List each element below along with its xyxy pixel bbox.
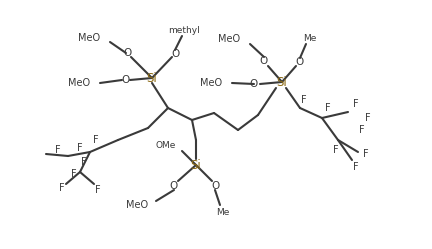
Text: F: F	[363, 149, 369, 159]
Text: F: F	[95, 185, 101, 195]
Text: F: F	[93, 135, 99, 145]
Text: Me: Me	[216, 207, 230, 216]
Text: F: F	[71, 169, 77, 179]
Text: F: F	[365, 113, 371, 123]
Text: OMe: OMe	[156, 140, 176, 149]
Text: O: O	[250, 79, 258, 89]
Text: Me: Me	[303, 34, 317, 43]
Text: F: F	[77, 143, 83, 153]
Text: O: O	[170, 181, 178, 191]
Text: F: F	[333, 145, 339, 155]
Text: O: O	[171, 49, 179, 59]
Text: F: F	[81, 157, 87, 167]
Text: O: O	[122, 75, 130, 85]
Text: O: O	[211, 181, 219, 191]
Text: Si: Si	[146, 71, 157, 84]
Text: methyl: methyl	[168, 25, 200, 35]
Text: F: F	[353, 162, 359, 172]
Text: F: F	[59, 183, 65, 193]
Text: MeO: MeO	[78, 33, 100, 43]
Text: F: F	[359, 125, 365, 135]
Text: MeO: MeO	[126, 200, 148, 210]
Text: O: O	[296, 57, 304, 67]
Text: O: O	[260, 56, 268, 66]
Text: O: O	[124, 48, 132, 58]
Text: MeO: MeO	[200, 78, 222, 88]
Text: MeO: MeO	[218, 34, 240, 44]
Text: Si: Si	[191, 159, 201, 172]
Text: F: F	[55, 145, 61, 155]
Text: F: F	[301, 95, 307, 105]
Text: Si: Si	[276, 75, 287, 88]
Text: F: F	[353, 99, 359, 109]
Text: F: F	[325, 103, 331, 113]
Text: MeO: MeO	[68, 78, 90, 88]
